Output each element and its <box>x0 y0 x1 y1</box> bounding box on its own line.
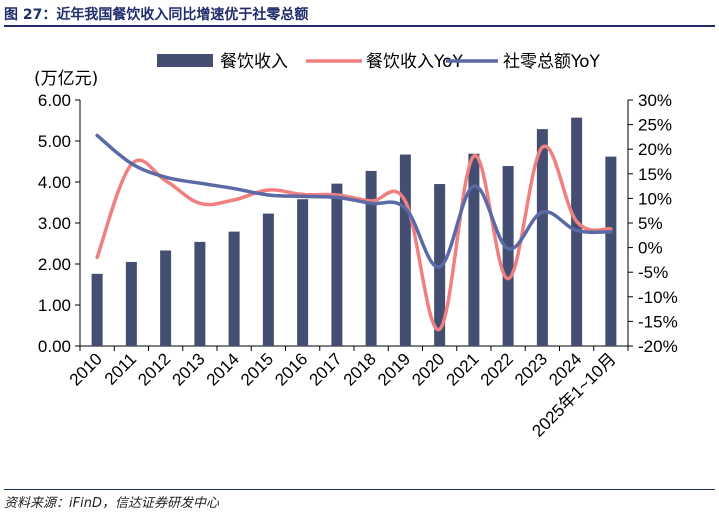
left-tick-label: 4.00 <box>38 173 71 192</box>
x-tick-label: 2015 <box>237 349 277 389</box>
x-tick-label: 2022 <box>477 349 517 389</box>
x-tick-label: 2023 <box>511 349 551 389</box>
x-tick-label: 2021 <box>443 349 483 389</box>
x-tick-label: 2013 <box>169 349 209 389</box>
x-tick-label: 2010 <box>66 349 106 389</box>
left-tick-label: 1.00 <box>38 296 71 315</box>
bar <box>536 129 548 346</box>
bar <box>125 261 137 346</box>
bar <box>468 153 480 346</box>
x-tick-label: 2019 <box>374 349 414 389</box>
legend: 餐饮收入 餐饮收入YoY 社零总额YoY <box>157 52 601 72</box>
right-tick-label: -20% <box>638 337 678 356</box>
x-tick-label: 2016 <box>271 349 311 389</box>
bar <box>399 154 411 346</box>
right-tick-label: 15% <box>638 165 672 184</box>
retail-yoy-line <box>95 133 613 269</box>
right-tick-label: 5% <box>638 214 663 233</box>
left-tick-label: 0.00 <box>38 337 71 356</box>
bar <box>194 241 206 346</box>
legend-label-retail: 社零总额YoY <box>503 52 601 72</box>
x-tick-label: 2012 <box>134 349 174 389</box>
x-tick-label: 2014 <box>203 349 243 389</box>
right-tick-label: -10% <box>638 288 678 307</box>
x-tick-label: 2018 <box>340 349 380 389</box>
left-tick-label: 3.00 <box>38 214 71 233</box>
right-tick-label: -15% <box>638 312 678 331</box>
x-tick-label: 2011 <box>101 349 140 388</box>
left-tick-label: 5.00 <box>38 132 71 151</box>
left-axis-unit: (万亿元) <box>34 69 98 89</box>
bar <box>160 250 172 346</box>
right-tick-label: 0% <box>638 239 663 258</box>
chart: 餐饮收入 餐饮收入YoY 社零总额YoY (万亿元) 0.00 1.00 2.00 3… <box>34 52 678 441</box>
bar <box>605 156 617 346</box>
right-tick-label: 10% <box>638 189 672 208</box>
bar <box>502 166 514 346</box>
x-tick-label: 2020 <box>408 349 448 389</box>
bar <box>365 170 377 346</box>
bar <box>262 213 274 346</box>
bottom-rule <box>4 489 715 490</box>
left-tick-label: 6.00 <box>38 91 71 110</box>
right-tick-label: -5% <box>638 263 668 282</box>
bar <box>91 273 103 346</box>
figure-title: 图 27：近年我国餐饮收入同比增速优于社零总额 <box>4 7 309 23</box>
legend-label-yoy: 餐饮收入YoY <box>366 52 464 72</box>
right-tick-label: 25% <box>638 116 672 135</box>
right-tick-label: 20% <box>638 140 672 159</box>
bar <box>228 231 240 346</box>
bar <box>331 183 343 346</box>
x-tick-label: 2017 <box>306 349 346 389</box>
yoy-line <box>95 144 613 332</box>
legend-swatch-bars <box>157 54 213 67</box>
source-note: 资料来源：iFinD，信达证券研发中心 <box>4 496 219 511</box>
plot-area: 0.00 1.00 2.00 3.00 4.00 5.00 6.00 -20% -15% -10%… <box>38 91 678 441</box>
left-tick-label: 2.00 <box>38 255 71 274</box>
bar <box>297 199 309 346</box>
right-tick-label: 30% <box>638 91 672 110</box>
legend-label-bars: 餐饮收入 <box>220 52 288 72</box>
title-rule <box>4 25 715 27</box>
